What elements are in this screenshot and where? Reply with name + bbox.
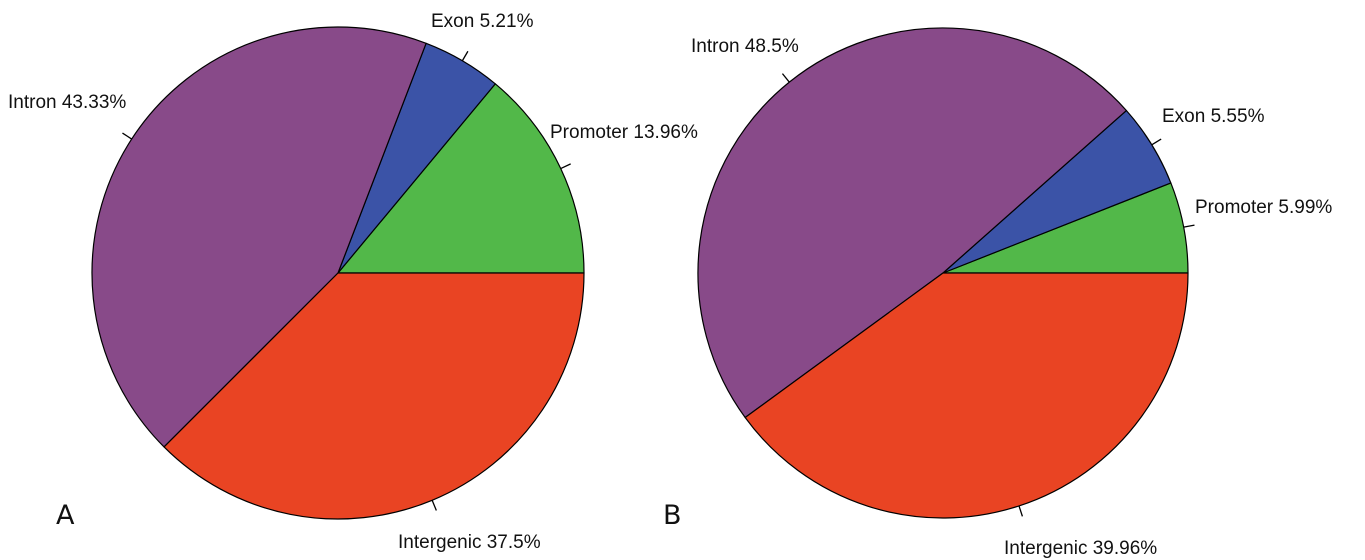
pie-b-tick-exon: [1151, 138, 1162, 146]
pie-a-label-promoter: Promoter 13.96%: [550, 122, 698, 143]
pie-a-slice-promoter: [337, 83, 585, 274]
pie-b-label-intergenic: Intergenic 39.96%: [1004, 538, 1157, 559]
pie-a-tick-promoter: [560, 163, 571, 170]
pie-a-slice-intergenic: [163, 272, 585, 520]
panel-letter-a: A: [56, 500, 75, 531]
pie-b-tick-intergenic: [1018, 505, 1024, 517]
pie-chart-a: Promoter 13.96% Exon 5.21% Intron 43.33% In…: [8, 11, 698, 553]
pie-b-tick-promoter: [1183, 224, 1195, 228]
pie-a-label-exon: Exon 5.21%: [431, 11, 534, 32]
pie-b-label-promoter: Promoter 5.99%: [1195, 197, 1332, 218]
pie-b-label-exon: Exon 5.55%: [1162, 106, 1265, 127]
pie-a-label-intergenic: Intergenic 37.5%: [398, 532, 541, 553]
pie-a-tick-intergenic: [431, 500, 437, 511]
pie-a-tick-exon: [461, 50, 469, 62]
pie-chart-b: Promoter 5.99% Exon 5.55% Intron 48.5% Inte…: [691, 27, 1332, 559]
panel-letter-b: B: [663, 500, 682, 531]
pie-b-label-intron: Intron 48.5%: [691, 36, 799, 57]
pie-a-label-intron: Intron 43.33%: [8, 92, 126, 113]
pie-a-tick-intron: [122, 132, 133, 140]
pie-b-tick-intron: [781, 73, 790, 83]
